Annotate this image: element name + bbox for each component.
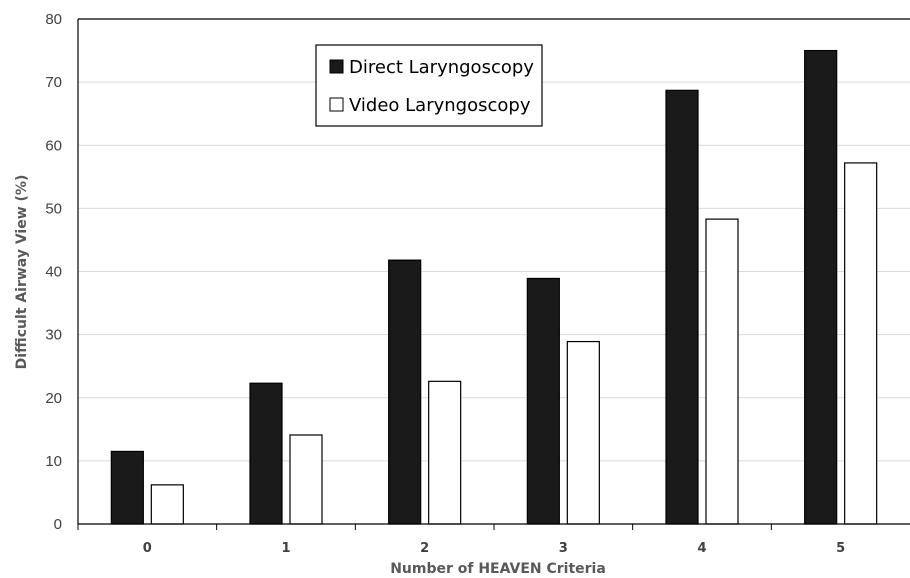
y-axis-title: Difficult Airway View (%) (14, 175, 30, 370)
bar-direct-2 (388, 259, 422, 525)
x-tick-label: 3 (559, 541, 568, 556)
legend-label-direct: Direct Laryngoscopy (349, 57, 534, 78)
y-tick-label: 60 (45, 137, 62, 154)
y-tick-labels: 0 10 20 30 40 50 60 70 80 (45, 11, 62, 533)
legend: Direct Laryngoscopy Video Laryngoscopy (315, 44, 543, 127)
axes (77, 18, 910, 530)
y-tick-label: 80 (45, 11, 62, 28)
x-tick-label: 4 (697, 541, 706, 556)
y-tick-label: 10 (45, 453, 62, 470)
bar-direct-0 (110, 450, 144, 525)
bars (110, 49, 878, 525)
y-tick-label: 30 (45, 327, 62, 344)
bar-direct-3 (526, 277, 560, 525)
legend-label-video: Video Laryngoscopy (349, 95, 531, 116)
legend-box (315, 44, 543, 127)
bar-video-5 (844, 162, 878, 525)
bar-video-2 (428, 380, 462, 525)
bar-direct-1 (249, 382, 283, 525)
x-tick-labels: 0 1 2 3 4 5 (143, 541, 845, 556)
y-tick-label: 40 (45, 264, 62, 281)
y-tick-label: 70 (45, 74, 62, 91)
x-tick-label: 2 (420, 541, 429, 556)
y-tick-label: 0 (54, 516, 62, 533)
x-tick-label: 1 (281, 541, 290, 556)
x-tick-label: 5 (836, 541, 845, 556)
bar-video-1 (289, 434, 323, 525)
x-tick-label: 0 (143, 541, 152, 556)
legend-swatch-video (329, 97, 344, 112)
bar-video-4 (705, 218, 739, 525)
bar-video-0 (150, 484, 184, 525)
y-tick-label: 20 (45, 390, 62, 407)
legend-swatch-direct (329, 59, 344, 74)
bar-direct-4 (665, 89, 699, 525)
x-axis-title: Number of HEAVEN Criteria (390, 561, 606, 577)
y-tick-label: 50 (45, 200, 62, 217)
bar-direct-5 (804, 49, 838, 525)
bar-video-3 (566, 340, 600, 525)
gridlines (78, 18, 910, 462)
